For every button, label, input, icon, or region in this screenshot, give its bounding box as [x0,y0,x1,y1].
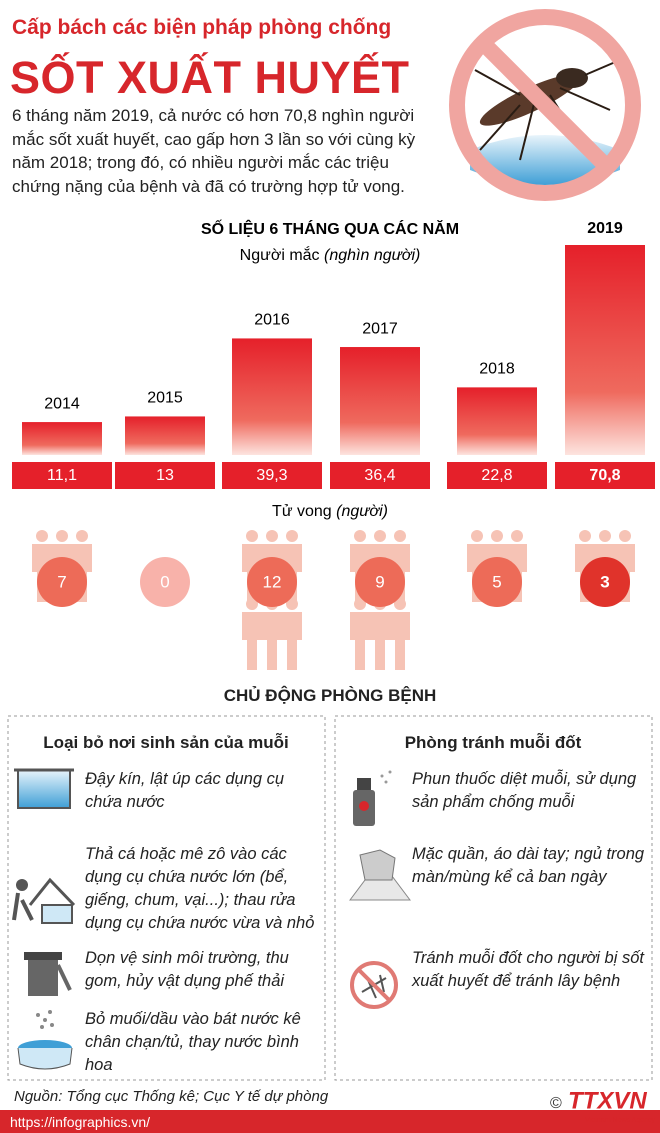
source: Nguồn: Tổng cục Thống kê; Cục Y tế dự ph… [14,1088,329,1105]
bar [125,416,205,455]
value-label: 11,1 [47,467,77,484]
url: https://infographics.vn/ [10,1114,151,1130]
mosquito-icon [449,9,641,201]
fish-icon [12,877,76,924]
left-heading: Loại bỏ nơi sinh sản của muỗi [43,733,289,752]
item: Bỏ muối/dầu vào bát nước kê chân chạn/tủ… [85,1010,301,1074]
deaths-unit: (người) [336,503,388,520]
death-value: 9 [375,572,384,591]
category-label: 2018 [479,361,515,378]
footer-bar [0,1110,660,1133]
person-head [394,530,406,542]
chart-subtitle: Người mắc (nghìn người) [240,245,421,264]
item: Đậy kín, lật úp các dụng cụ chứa nước [85,770,285,811]
item: Dọn vệ sinh môi trường, thu gom, hủy vật… [85,949,289,990]
left-box [7,715,326,1081]
category-label: 2019 [587,220,623,237]
deaths-heading: Tử vong (người) [272,503,388,520]
value-label: 70,8 [589,467,620,484]
death-value: 7 [57,572,66,591]
right-heading: Phòng tránh muỗi đốt [404,733,582,752]
value-box [555,462,655,489]
person-head [354,598,366,610]
bar [340,347,420,455]
item: Thả cá hoặc mê zô vào các dụng cụ chứa n… [85,845,315,932]
subtitle-unit: (nghìn người) [324,247,420,264]
value-box [115,462,215,489]
person-body [282,612,302,670]
person-head [246,598,258,610]
category-label: 2015 [147,390,183,407]
death-circle [247,557,297,607]
deaths-label: Tử vong [272,503,332,520]
person-body [262,612,282,670]
person-head [36,530,48,542]
item: Tránh muỗi đốt cho người bị sốt xuất huy… [412,949,644,990]
title: SỐT XUẤT HUYẾT [10,52,410,103]
prevention-title: CHỦ ĐỘNG PHÒNG BỆNH [223,686,437,705]
person-head [286,598,298,610]
value-label: 36,4 [364,467,395,484]
spray-icon [353,770,392,826]
value-label: 13 [156,467,174,484]
net-icon [349,849,411,901]
person-body [242,612,262,670]
bar [565,245,645,455]
right-box [334,715,653,1081]
no-mosquito-icon [350,961,398,1009]
chart-title: SỐ LIỆU 6 THÁNG QUA CÁC NĂM [201,218,459,238]
person-head [491,530,503,542]
person-head [76,530,88,542]
logo-sub: Vietnam News Agency [585,1117,655,1124]
person-body [370,612,390,670]
death-value: 5 [492,572,501,591]
value-box [222,462,322,489]
person-head [599,530,611,542]
person-head [56,530,68,542]
person-body [390,612,410,670]
item: Mặc quần, áo dài tay; ngủ trong màn/mùng… [412,845,645,886]
person-head [579,530,591,542]
person-head [266,530,278,542]
value-label: 39,3 [256,467,287,484]
category-label: 2016 [254,312,290,329]
death-value: 3 [600,572,609,591]
person-head [471,530,483,542]
death-circle [472,557,522,607]
bowl-icon [17,1010,73,1070]
death-circle [140,557,190,607]
value-box [330,462,430,489]
death-circle [37,557,87,607]
item: Phun thuốc diệt muỗi, sử dụng sản phẩm c… [412,770,637,811]
death-value: 0 [160,572,169,591]
person-head [374,530,386,542]
person-body [350,612,370,670]
bar [232,338,312,455]
subtitle-label: Người mắc [240,245,320,264]
intro: 6 tháng năm 2019, cả nước có hơn 70,8 ng… [12,106,416,196]
person-head [511,530,523,542]
copyright-symbol: © [550,1095,562,1112]
container-icon [14,768,74,809]
category-label: 2017 [362,320,398,337]
person-head [619,530,631,542]
death-circle [355,557,405,607]
value-box [12,462,112,489]
value-box [447,462,547,489]
person-head [286,530,298,542]
death-value: 12 [263,572,282,591]
trash-icon [24,952,72,996]
bar [457,387,537,455]
bar [22,422,102,455]
person-head [354,530,366,542]
value-label: 22,8 [481,467,512,484]
logo: TTXVN [568,1087,647,1114]
kicker: Cấp bách các biện pháp phòng chống [12,16,392,39]
category-label: 2014 [44,395,80,412]
person-head [246,530,258,542]
death-circle [580,557,630,607]
person-head [394,598,406,610]
